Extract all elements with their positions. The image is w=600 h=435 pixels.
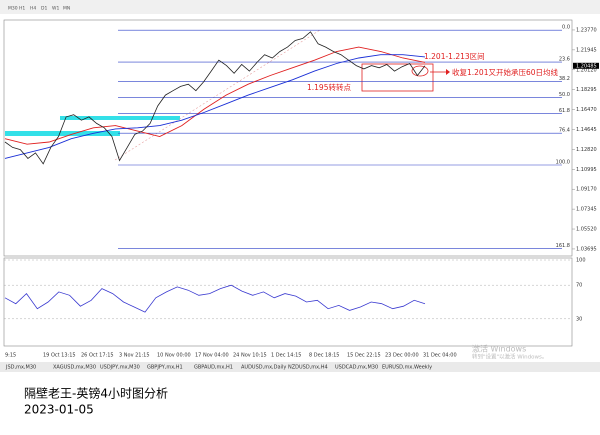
annotation: 收复1.201又开始承压60日均线 bbox=[452, 67, 559, 77]
x-tick-label: 10 Nov 00:00 bbox=[157, 353, 191, 359]
timeframe-tab[interactable]: MN bbox=[63, 6, 70, 12]
x-tick-label: 23 Dec 00:00 bbox=[385, 353, 419, 359]
timeframe-tab[interactable]: D1 bbox=[41, 6, 47, 12]
y-tick-label: 1.10995 bbox=[576, 167, 597, 173]
symbol-bar bbox=[0, 362, 600, 372]
fib-label: 61.8 bbox=[559, 108, 570, 114]
price-line bbox=[4, 31, 426, 165]
caption-title: 隔壁老王-英镑4小时图分析 bbox=[24, 386, 168, 401]
symbol-tab[interactable]: NZDUSD,mx,H4 bbox=[288, 365, 328, 371]
rsi-tick-label: 30 bbox=[576, 316, 582, 322]
x-tick-label: 26 Oct 17:15 bbox=[81, 353, 114, 359]
arrow-head bbox=[446, 69, 450, 75]
x-tick-label: 3 Nov 21:15 bbox=[119, 353, 150, 359]
symbol-tab[interactable]: GBPAUD,mx,H1 bbox=[194, 365, 233, 371]
zone bbox=[5, 131, 120, 136]
fib-label: 161.8 bbox=[556, 243, 570, 249]
symbol-tab[interactable]: USDCAD,mx,M30 bbox=[335, 365, 378, 371]
watermark-title: 激活 Windows bbox=[472, 344, 526, 354]
y-tick-label: 1.23770 bbox=[576, 27, 597, 33]
y-tick-label: 1.18295 bbox=[576, 87, 597, 93]
rsi-tick-label: 70 bbox=[576, 283, 582, 289]
timeframe-tab[interactable]: H1 bbox=[19, 6, 25, 12]
y-tick-label: 1.03695 bbox=[576, 246, 597, 252]
x-tick-label: 15 Dec 22:15 bbox=[347, 353, 381, 359]
fib-label: 38.2 bbox=[559, 76, 570, 82]
rsi-tick-label: 100 bbox=[576, 258, 586, 264]
toolbar bbox=[0, 0, 600, 14]
y-tick-label: 1.09170 bbox=[576, 187, 597, 193]
timeframe-tab[interactable]: W1 bbox=[52, 6, 59, 12]
x-tick-label: 31 Dec 04:00 bbox=[423, 353, 457, 359]
price-marker bbox=[573, 62, 599, 69]
last-price: 1.20485 bbox=[576, 63, 597, 69]
watermark-subtitle: 转到"设置"以激活 Windows。 bbox=[472, 353, 547, 361]
range-box bbox=[361, 63, 434, 92]
x-tick-label: 17 Nov 04:00 bbox=[195, 353, 229, 359]
symbol-tab[interactable]: XAGUSD,mx,M30 bbox=[53, 365, 96, 371]
symbol-tab[interactable]: USDJPY,mx,M30 bbox=[100, 365, 140, 371]
caption-date: 2023-01-05 bbox=[24, 403, 94, 417]
y-tick-label: 1.05520 bbox=[576, 227, 597, 233]
y-tick-label: 1.12820 bbox=[576, 147, 597, 153]
fib-label: 0.0 bbox=[562, 25, 570, 31]
rsi-panel bbox=[3, 257, 573, 347]
symbol-tab[interactable]: JSD,mx,M30 bbox=[5, 365, 36, 371]
annotation: 1.201-1.213区间 bbox=[424, 52, 485, 61]
annotation: 1.195转转点 bbox=[307, 82, 351, 92]
fib-label: 100.0 bbox=[556, 160, 570, 166]
symbol-tab[interactable]: AUDUSD,mx,Daily bbox=[241, 365, 286, 371]
symbol-tab[interactable]: GBPJPY,mx,H1 bbox=[147, 365, 183, 371]
x-tick-label: 8 Dec 18:15 bbox=[309, 353, 339, 359]
highlight bbox=[411, 65, 429, 77]
y-tick-label: 1.14645 bbox=[576, 127, 597, 133]
y-tick-label: 1.21945 bbox=[576, 47, 597, 53]
y-tick-label: 1.16470 bbox=[576, 107, 597, 113]
y-tick-label: 1.07345 bbox=[576, 207, 597, 213]
moving-average bbox=[4, 54, 426, 159]
trend-line bbox=[114, 29, 321, 161]
moving-average bbox=[4, 46, 426, 145]
x-tick-label: 24 Nov 10:15 bbox=[233, 353, 267, 359]
timeframe-tab[interactable]: H4 bbox=[30, 6, 36, 12]
x-tick-label: 9:15 bbox=[5, 353, 16, 359]
timeframe-tab[interactable]: M30 bbox=[8, 6, 18, 12]
x-tick-label: 1 Dec 14:15 bbox=[271, 353, 301, 359]
terminal bbox=[0, 0, 600, 378]
fib-label: 50.0 bbox=[559, 92, 570, 98]
symbol-tab[interactable]: EURUSD,mx,Weekly bbox=[382, 365, 432, 371]
fib-label: 23.6 bbox=[559, 57, 570, 63]
price-line bbox=[4, 284, 426, 313]
main-panel bbox=[3, 19, 573, 257]
x-tick-label: 19 Oct 13:15 bbox=[43, 353, 76, 359]
fib-label: 76.4 bbox=[559, 128, 570, 134]
y-tick-label: 1.20120 bbox=[576, 67, 597, 73]
zone bbox=[60, 116, 180, 120]
